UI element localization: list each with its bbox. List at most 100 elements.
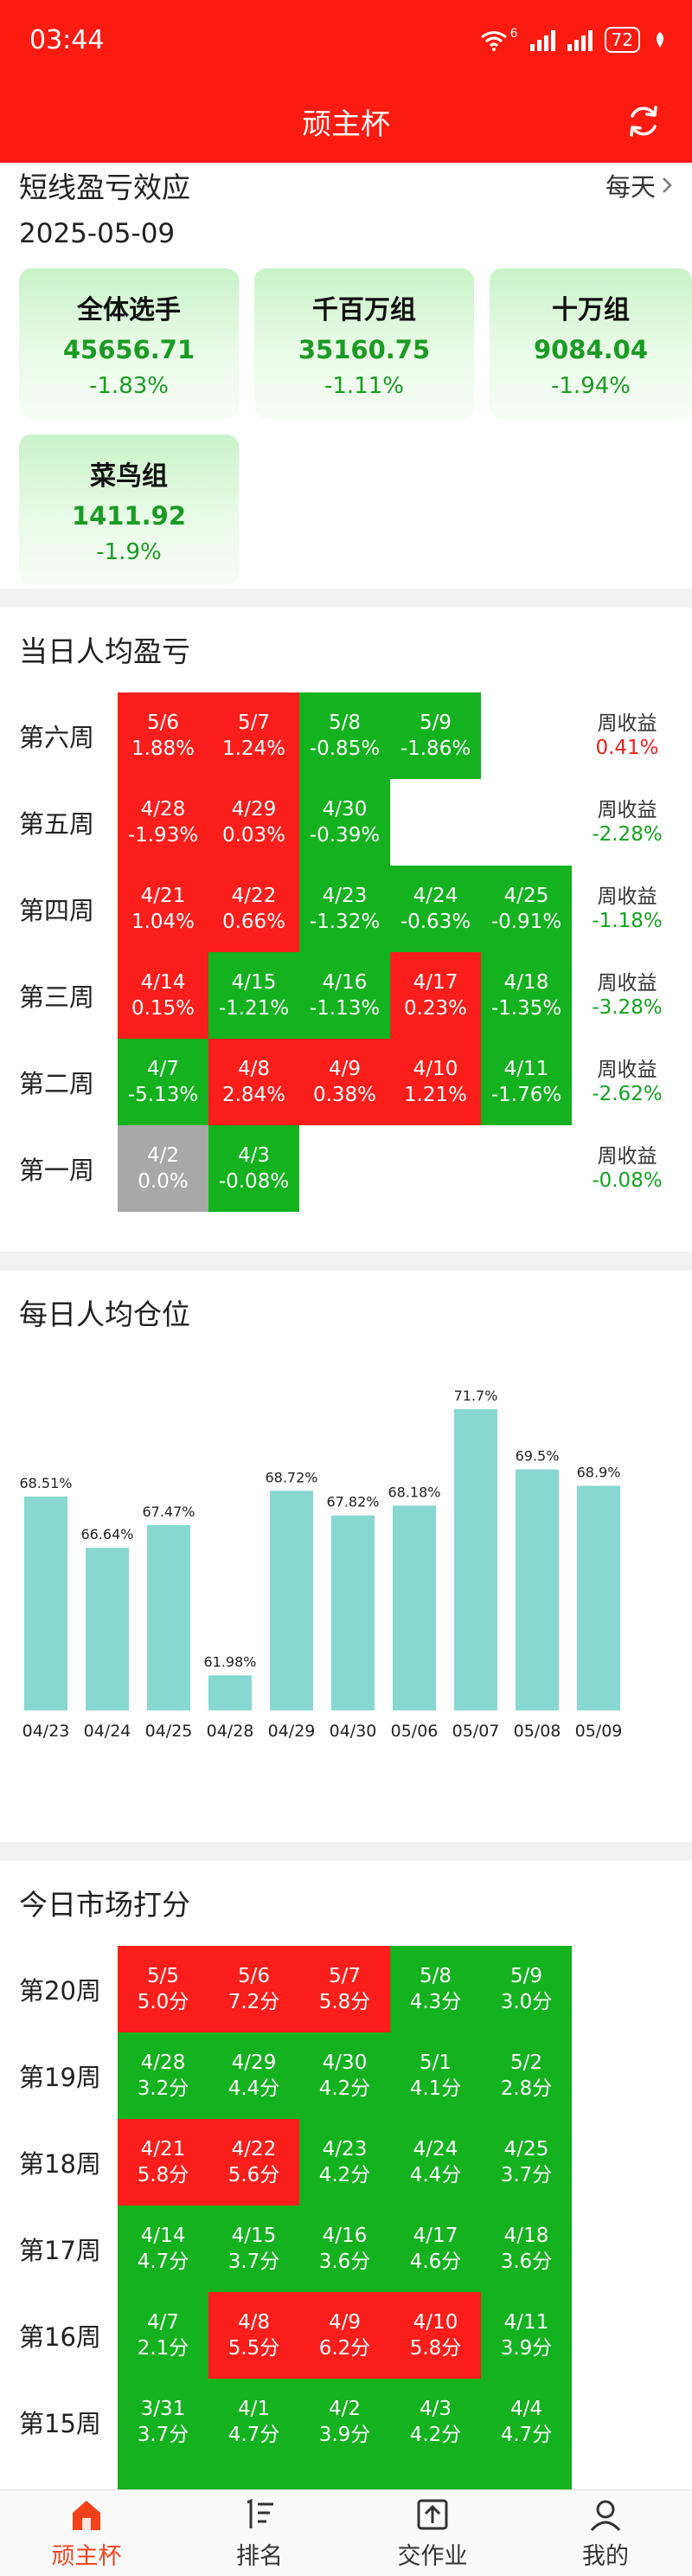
day-cell[interactable]: 5/5 5.0分 [118, 1946, 208, 2032]
day-cell[interactable]: 4/23 -1.32% [299, 866, 390, 952]
day-cell[interactable]: 4/8 5.5分 [208, 2292, 299, 2379]
tab-ranking[interactable]: 排名 [173, 2490, 346, 2576]
refresh-icon[interactable] [625, 102, 663, 140]
day-cell[interactable]: 4/23 4.2分 [299, 2119, 390, 2206]
day-cell[interactable]: 4/10 5.8分 [390, 2292, 481, 2379]
position-bar [577, 1485, 620, 1710]
day-date: 5/2 [509, 2051, 542, 2074]
day-cell[interactable]: 4/18 -1.35% [481, 952, 572, 1039]
day-cell[interactable]: 5/8 -0.85% [299, 692, 390, 779]
day-cell[interactable]: 4/17 0.23% [390, 952, 481, 1039]
day-value: 0.15% [131, 997, 195, 1020]
day-value: -1.86% [400, 737, 471, 760]
day-date: 4/18 [503, 971, 549, 994]
day-cell[interactable]: 4/11 -1.76% [481, 1039, 572, 1125]
day-cell[interactable]: 4/22 0.66% [208, 866, 299, 952]
day-cell[interactable]: 4/30 -0.39% [299, 779, 390, 866]
day-cell[interactable]: 4/7 2.1分 [118, 2292, 208, 2379]
day-cell[interactable]: 4/3 -0.08% [208, 1125, 299, 1212]
day-cell[interactable]: 4/21 1.04% [118, 866, 208, 952]
effect-title: 短线盈亏效应 [19, 171, 190, 204]
day-cell[interactable]: 5/8 4.3分 [390, 1946, 481, 2032]
week-return-value: -1.18% [592, 910, 663, 932]
week-row: 第19周 4/28 3.2分 4/29 4.4分 4/30 4.2分 5/1 4.1分 5/2 2.… [19, 2032, 572, 2119]
day-cell[interactable]: 5/1 4.1分 [390, 2032, 481, 2119]
day-cell[interactable]: 4/28 -1.93% [118, 779, 208, 866]
tab-upload[interactable]: 交作业 [346, 2490, 519, 2576]
group-card[interactable]: 十万组 9084.04 -1.94% [490, 268, 692, 419]
week-row: 第20周 5/5 5.0分 5/6 7.2分 5/7 5.8分 5/8 4.3分 5/9 3.0分 [19, 1946, 572, 2032]
week-label: 第15周 [19, 2409, 101, 2438]
score-title: 今日市场打分 [19, 1888, 190, 1922]
week-return-label: 周收益 [597, 1145, 657, 1168]
day-cell[interactable]: 4/29 0.03% [208, 779, 299, 866]
day-cell[interactable]: 4/14 0.15% [118, 952, 208, 1039]
day-cell[interactable]: 4/2 3.9分 [299, 2379, 390, 2465]
position-bar [454, 1409, 497, 1710]
day-cell[interactable]: 4/17 4.6分 [390, 2206, 481, 2292]
tab-home[interactable]: 顽主杯 [0, 2490, 173, 2576]
day-cell[interactable]: 4/10 1.21% [390, 1039, 481, 1125]
day-cell[interactable]: 4/7 -5.13% [118, 1039, 208, 1125]
x-tick-label: 04/25 [145, 1722, 193, 1741]
day-value: 7.2分 [227, 1991, 280, 2013]
tab-profile[interactable]: 我的 [519, 2490, 692, 2576]
bar-value-label: 68.9% [577, 1465, 621, 1481]
day-cell[interactable]: 4/14 4.7分 [118, 2206, 208, 2292]
day-cell[interactable]: 4/2 0.0% [118, 1125, 208, 1212]
day-cell[interactable]: 4/3 4.2分 [390, 2379, 481, 2465]
group-card[interactable]: 千百万组 35160.75 -1.11% [254, 268, 474, 419]
day-cell[interactable]: 4/9 6.2分 [299, 2292, 390, 2379]
day-cell[interactable]: 4/30 4.2分 [299, 2032, 390, 2119]
day-cell[interactable]: 4/15 -1.21% [208, 952, 299, 1039]
day-cell[interactable]: 4/16 -1.13% [299, 952, 390, 1039]
day-cell[interactable]: 5/9 3.0分 [481, 1946, 572, 2032]
day-date: 5/8 [419, 1965, 452, 1987]
day-cell[interactable]: 4/8 2.84% [208, 1039, 299, 1125]
day-value: -0.08% [218, 1170, 290, 1193]
tab-label: 排名 [236, 2543, 283, 2570]
day-cell[interactable]: 4/22 5.6分 [208, 2119, 299, 2206]
day-cell[interactable]: 4/18 3.6分 [481, 2206, 572, 2292]
week-return-value: 0.41% [595, 737, 659, 759]
day-cell[interactable]: 4/16 3.6分 [299, 2206, 390, 2292]
home-icon [73, 2501, 100, 2530]
group-change: -1.11% [324, 373, 404, 399]
week-return: 周收益 0.41% [577, 692, 677, 779]
week-label: 第16周 [19, 2322, 101, 2352]
day-value: 3.7分 [227, 2251, 280, 2273]
day-cell[interactable]: 4/25 3.7分 [481, 2119, 572, 2206]
day-cell[interactable]: 5/9 -1.86% [390, 692, 481, 779]
week-return-label: 周收益 [597, 799, 657, 821]
day-cell[interactable]: 4/1 4.7分 [208, 2379, 299, 2465]
day-cell[interactable]: 4/21 5.8分 [118, 2119, 208, 2206]
group-card[interactable]: 全体选手 45656.71 -1.83% [19, 268, 239, 419]
day-value: 2.8分 [500, 2077, 553, 2100]
day-cell[interactable]: 4/11 3.9分 [481, 2292, 572, 2379]
week-return: 周收益 -3.28% [577, 952, 677, 1039]
period-selector[interactable]: 每天 [606, 167, 673, 203]
day-cell[interactable]: 3/31 3.7分 [118, 2379, 208, 2465]
day-cell[interactable]: 4/9 0.38% [299, 1039, 390, 1125]
day-cell[interactable]: 4/24 4.4分 [390, 2119, 481, 2206]
bar-value-label: 71.7% [454, 1388, 498, 1404]
day-value: -0.85% [309, 737, 381, 760]
day-cell[interactable]: 4/15 3.7分 [208, 2206, 299, 2292]
bar-value-label: 68.72% [265, 1469, 317, 1485]
week-return-value: -2.28% [592, 823, 663, 846]
day-cell[interactable]: 5/7 1.24% [208, 692, 299, 779]
day-cell[interactable]: 5/7 5.8分 [299, 1946, 390, 2032]
day-cell[interactable]: 5/2 2.8分 [481, 2032, 572, 2119]
day-cell[interactable]: 5/6 1.88% [118, 692, 208, 779]
group-name: 菜鸟组 [90, 461, 168, 492]
day-cell[interactable]: 4/29 4.4分 [208, 2032, 299, 2119]
group-card[interactable]: 菜鸟组 1411.92 -1.9% [19, 435, 239, 585]
day-cell[interactable]: 4/28 3.2分 [118, 2032, 208, 2119]
day-cell[interactable]: 4/25 -0.91% [481, 866, 572, 952]
day-cell[interactable]: 4/24 -0.63% [390, 866, 481, 952]
day-date: 4/25 [503, 2138, 549, 2161]
day-cell[interactable]: 4/4 4.7分 [481, 2379, 572, 2465]
day-value: -1.76% [490, 1084, 562, 1106]
day-cell[interactable]: 5/6 7.2分 [208, 1946, 299, 2032]
group-value: 45656.71 [62, 335, 195, 364]
